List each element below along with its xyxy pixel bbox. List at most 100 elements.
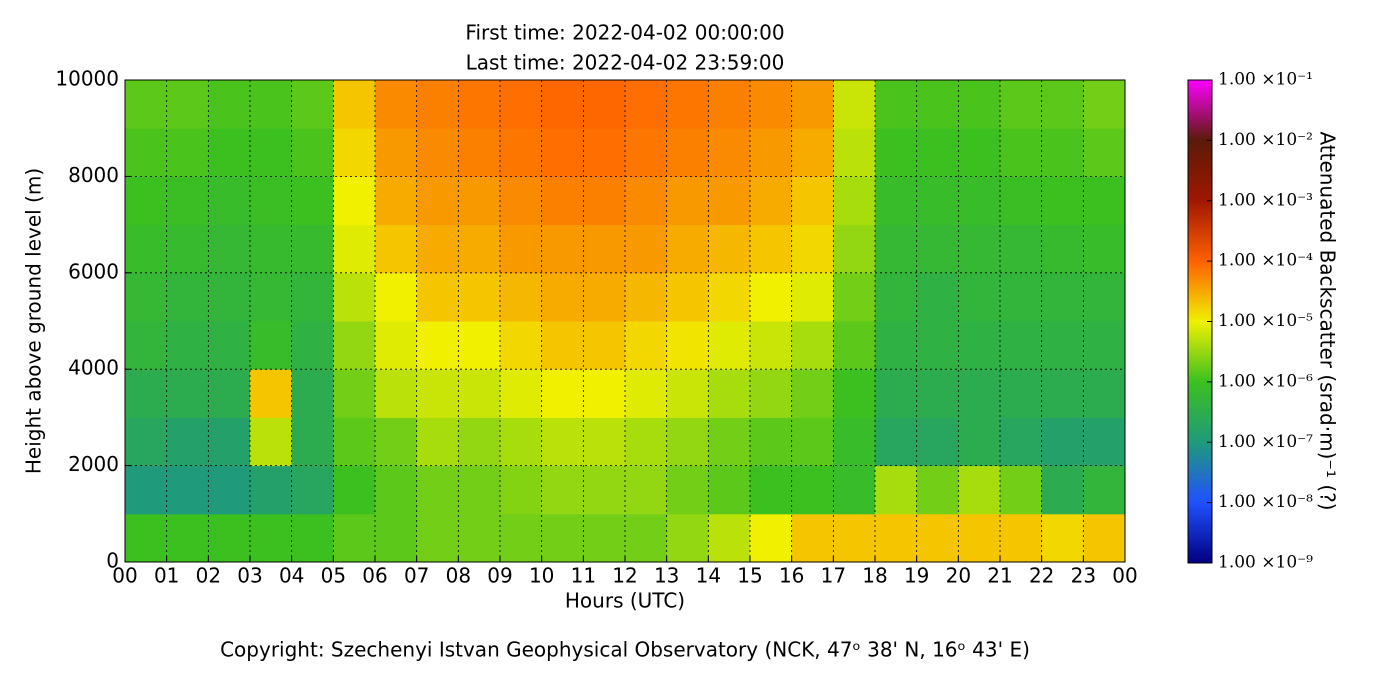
heatmap-cell: [750, 465, 793, 515]
heatmap-cell: [208, 176, 251, 226]
heatmap-cell: [750, 224, 793, 274]
heatmap-cell: [416, 417, 459, 467]
heatmap-cell: [458, 417, 501, 467]
heatmap-cell: [583, 176, 626, 226]
heatmap-cell: [458, 513, 501, 563]
heatmap-cell: [708, 321, 751, 370]
heatmap-cell: [1000, 176, 1043, 226]
x-tick-label: 16: [779, 564, 804, 588]
heatmap-cell: [333, 176, 376, 226]
heatmap-cell: [666, 80, 709, 129]
heatmap-cell: [958, 176, 1001, 226]
heatmap-cell: [166, 321, 209, 370]
heatmap-cell: [500, 272, 543, 322]
heatmap-cell: [333, 321, 376, 370]
heatmap-cell: [1000, 128, 1043, 177]
heatmap-cell: [250, 465, 293, 515]
heatmap-cell: [125, 513, 168, 563]
heatmap-cell: [833, 321, 876, 370]
heatmap-cell: [916, 465, 959, 515]
heatmap-cell: [625, 224, 668, 274]
heatmap-cell: [1041, 272, 1084, 322]
heatmap-cell: [541, 513, 584, 563]
heatmap-cell: [708, 513, 751, 563]
heatmap-cell: [500, 465, 543, 515]
heatmap-cell: [375, 224, 418, 274]
heatmap-cell: [1083, 128, 1126, 177]
heatmap-cell: [1000, 465, 1043, 515]
heatmap-cell: [541, 321, 584, 370]
heatmap-cell: [291, 80, 334, 129]
heatmap-cell: [666, 513, 709, 563]
heatmap-cell: [416, 321, 459, 370]
heatmap-cell: [291, 176, 334, 226]
heatmap-cell: [416, 224, 459, 274]
heatmap-cell: [333, 80, 376, 129]
heatmap-cell: [1083, 176, 1126, 226]
heatmap-cell: [833, 176, 876, 226]
heatmap-cell: [750, 176, 793, 226]
heatmap-cell: [166, 465, 209, 515]
heatmap-cell: [583, 224, 626, 274]
heatmap-cell: [125, 128, 168, 177]
heatmap-cell: [541, 224, 584, 274]
heatmap-cell: [1083, 465, 1126, 515]
heatmap-cell: [666, 224, 709, 274]
heatmap-cell: [1041, 513, 1084, 563]
heatmap-cell: [541, 128, 584, 177]
title-line: First time: 2022-04-02 00:00:00: [465, 21, 784, 45]
heatmap-cell: [833, 369, 876, 418]
colorbar-tick-label: 1.00 ×10⁻⁷: [1218, 432, 1313, 452]
heatmap-cell: [333, 465, 376, 515]
heatmap-cell: [333, 128, 376, 177]
heatmap-cell: [375, 128, 418, 177]
x-tick-label: 13: [654, 564, 679, 588]
heatmap-cell: [1041, 417, 1084, 467]
heatmap-cell: [708, 224, 751, 274]
y-tick-label: 4000: [68, 356, 119, 380]
y-tick-label: 10000: [55, 67, 119, 91]
heatmap-cell: [416, 272, 459, 322]
heatmap-cell: [250, 128, 293, 177]
heatmap-cell: [125, 417, 168, 467]
heatmap-cell: [375, 465, 418, 515]
heatmap-cell: [375, 272, 418, 322]
heatmap-cell: [375, 513, 418, 563]
heatmap-cell: [625, 417, 668, 467]
heatmap-cell: [916, 176, 959, 226]
x-axis-label: Hours (UTC): [565, 589, 685, 613]
heatmap-cell: [166, 224, 209, 274]
heatmap-cell: [791, 369, 834, 418]
heatmap-cell: [1083, 272, 1126, 322]
x-tick-label: 00: [1112, 564, 1137, 588]
heatmap-cell: [208, 513, 251, 563]
x-tick-label: 11: [571, 564, 596, 588]
heatmap-cell: [666, 128, 709, 177]
heatmap-cell: [708, 417, 751, 467]
heatmap-cell: [458, 224, 501, 274]
title-line: Last time: 2022-04-02 23:59:00: [466, 51, 785, 75]
heatmap-cell: [416, 80, 459, 129]
heatmap-cell: [166, 80, 209, 129]
heatmap-cell: [833, 465, 876, 515]
heatmap-cell: [1041, 369, 1084, 418]
heatmap-cell: [208, 321, 251, 370]
heatmap-cell: [958, 128, 1001, 177]
heatmap-cell: [916, 272, 959, 322]
heatmap-cell: [875, 513, 918, 563]
heatmap-cell: [958, 80, 1001, 129]
heatmap-cell: [750, 128, 793, 177]
axes: 00 01 02 03 04 05 06 07 08 09 10 11 12 13 14 15 16 17 18 19…: [55, 67, 1313, 588]
heatmap-cell: [375, 417, 418, 467]
heatmap-cell: [958, 321, 1001, 370]
heatmap-cell: [833, 224, 876, 274]
heatmap-cell: [500, 80, 543, 129]
heatmap-cell: [416, 128, 459, 177]
heatmap-cell: [1083, 224, 1126, 274]
x-tick-label: 09: [487, 564, 512, 588]
heatmap-cell: [916, 369, 959, 418]
heatmap-cell: [208, 224, 251, 274]
heatmap-cell: [166, 128, 209, 177]
heatmap-cell: [1041, 128, 1084, 177]
heatmap-cell: [333, 369, 376, 418]
